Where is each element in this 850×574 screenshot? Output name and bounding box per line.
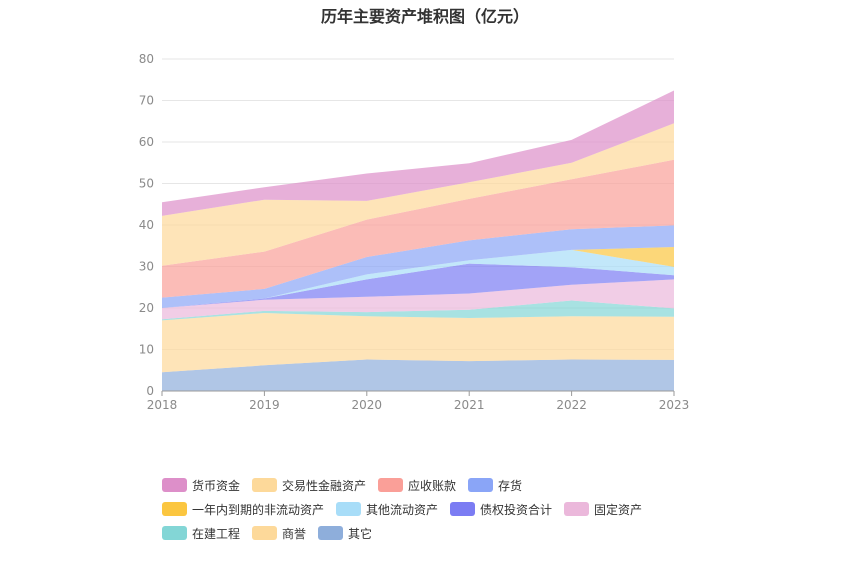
legend-label: 在建工程 [192,526,241,541]
area-series-3[interactable] [162,279,674,320]
legend-item[interactable]: 债权投资合计 [450,500,552,518]
x-tick-label: 2021 [454,398,485,412]
legend-item[interactable]: 固定资产 [564,500,642,518]
legend-swatch [318,526,344,540]
legend-swatch [450,502,476,516]
legend-swatch [252,526,278,540]
area-series-9[interactable] [162,123,674,266]
legend-swatch [162,502,187,516]
legend-item[interactable]: 其它 [318,524,372,542]
y-tick-label: 30 [139,260,154,274]
legend-swatch [252,478,278,492]
chart-title: 历年主要资产堆积图（亿元） [320,7,529,26]
legend-label: 货币资金 [192,478,241,493]
legend-item[interactable]: 存货 [468,476,522,494]
y-tick-label: 40 [139,218,154,232]
x-tick-label: 2022 [556,398,587,412]
x-tick-label: 2023 [659,398,690,412]
legend-label: 其他流动资产 [366,502,439,517]
area-series-7[interactable] [162,225,674,308]
legend-label: 存货 [498,478,523,493]
legend-label: 交易性金融资产 [282,478,367,493]
area-series-2[interactable] [162,300,674,321]
area-series-6[interactable] [162,247,674,308]
legend-swatch [468,478,494,492]
y-tick-label: 60 [139,135,154,149]
legend: 货币资金 交易性金融资产 应收账款 存货一年内到期的非流动资产 其他流动资产 债权投资合计… [162,476,702,542]
legend-item[interactable]: 一年内到期的非流动资产 [162,500,324,518]
legend-item[interactable]: 商誉 [252,524,306,542]
legend-label: 固定资产 [594,502,643,517]
legend-item[interactable]: 在建工程 [162,524,240,542]
y-tick-label: 70 [139,94,154,108]
legend-swatch [378,478,404,492]
legend-label: 一年内到期的非流动资产 [192,502,325,517]
legend-swatch [336,502,362,516]
legend-swatch [162,478,187,492]
area-series-1[interactable] [162,313,674,373]
legend-label: 其它 [348,526,373,541]
legend-item[interactable]: 货币资金 [162,476,240,494]
legend-item[interactable]: 交易性金融资产 [252,476,366,494]
area-series-10[interactable] [162,90,674,216]
legend-swatch [162,526,187,540]
legend-label: 商誉 [282,526,307,541]
area-series-5[interactable] [162,249,674,308]
x-tick-label: 2020 [352,398,383,412]
y-tick-label: 50 [139,177,154,191]
legend-label: 应收账款 [408,478,457,493]
y-tick-label: 20 [139,301,154,315]
y-tick-label: 80 [139,52,154,66]
area-series-layer [162,90,674,392]
legend-item[interactable]: 应收账款 [378,476,456,494]
legend-swatch [564,502,590,516]
axes: 0 10 20 30 40 50 60 70 80 2018 2019 2020 2021 2022 202… [139,52,690,412]
x-tick-label: 2019 [249,398,280,412]
x-tick-label: 2018 [147,398,178,412]
legend-item[interactable]: 其他流动资产 [336,500,438,518]
y-tick-label: 0 [146,384,154,398]
area-series-8[interactable] [162,159,674,298]
area-series-4[interactable] [162,263,674,308]
legend-label: 债权投资合计 [480,502,553,517]
area-series-0[interactable] [162,359,674,392]
y-tick-label: 10 [139,343,154,357]
